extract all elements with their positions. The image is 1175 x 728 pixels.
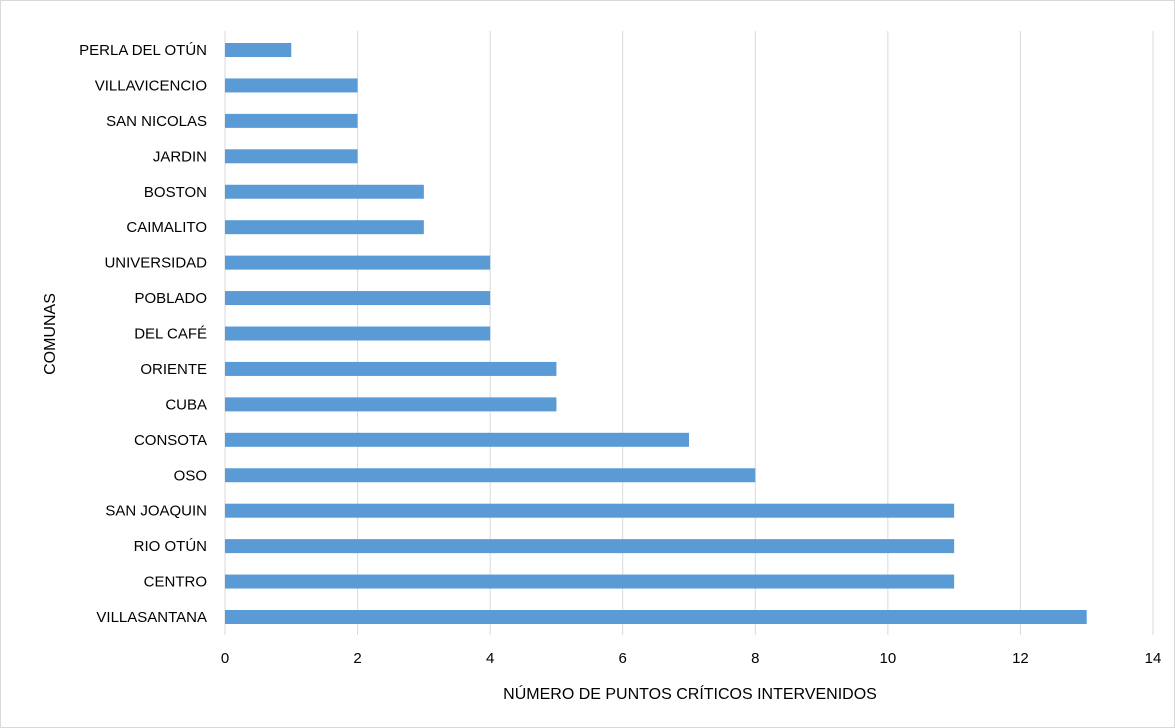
category-label: UNIVERSIDAD	[104, 255, 207, 272]
category-label: CONSOTA	[134, 432, 207, 449]
bar	[225, 113, 358, 128]
category-labels: PERLA DEL OTÚN VILLAVICENCIO SAN NICOLAS JA…	[79, 42, 207, 626]
bar	[225, 43, 292, 57]
bar	[225, 255, 491, 270]
category-label: RIO OTÚN	[134, 538, 207, 555]
category-label: SAN JOAQUIN	[105, 503, 207, 520]
category-label: OSO	[174, 467, 207, 484]
bar	[225, 432, 689, 447]
bars	[225, 43, 1087, 624]
bar	[225, 184, 424, 199]
category-label: POBLADO	[134, 290, 207, 307]
bar	[225, 610, 1087, 624]
category-label: CENTRO	[144, 574, 207, 591]
bar	[225, 539, 955, 554]
x-tick-label: 0	[221, 650, 229, 667]
category-label: SAN NICOLAS	[106, 113, 207, 130]
bar	[225, 468, 756, 483]
x-tick-labels: 0 2 4 6 8 10 12 14	[221, 650, 1162, 667]
bar	[225, 361, 557, 376]
x-tick-label: 8	[751, 650, 759, 667]
y-axis-title: COMUNAS	[42, 293, 59, 375]
bar	[225, 78, 358, 93]
x-axis-title: NÚMERO DE PUNTOS CRÍTICOS INTERVENIDOS	[503, 684, 877, 703]
category-label: PERLA DEL OTÚN	[79, 42, 207, 59]
x-tick-label: 6	[619, 650, 627, 667]
category-label: JARDIN	[153, 148, 207, 165]
category-label: CAIMALITO	[126, 219, 207, 236]
x-tick-label: 4	[486, 650, 494, 667]
x-tick-label: 10	[880, 650, 897, 667]
x-tick-label: 2	[353, 650, 361, 667]
category-label: CUBA	[165, 396, 207, 413]
category-label: BOSTON	[144, 184, 207, 201]
category-label: VILLASANTANA	[96, 609, 207, 626]
bar	[225, 291, 491, 306]
category-label: DEL CAFÉ	[134, 326, 207, 343]
category-label: ORIENTE	[140, 361, 207, 378]
bar	[225, 574, 955, 589]
category-label: VILLAVICENCIO	[95, 77, 207, 94]
x-tick-label: 14	[1145, 650, 1162, 667]
bar	[225, 220, 424, 235]
x-tick-label: 12	[1012, 650, 1029, 667]
bar	[225, 397, 557, 412]
bar	[225, 503, 955, 518]
bar	[225, 149, 358, 164]
bar	[225, 326, 491, 341]
